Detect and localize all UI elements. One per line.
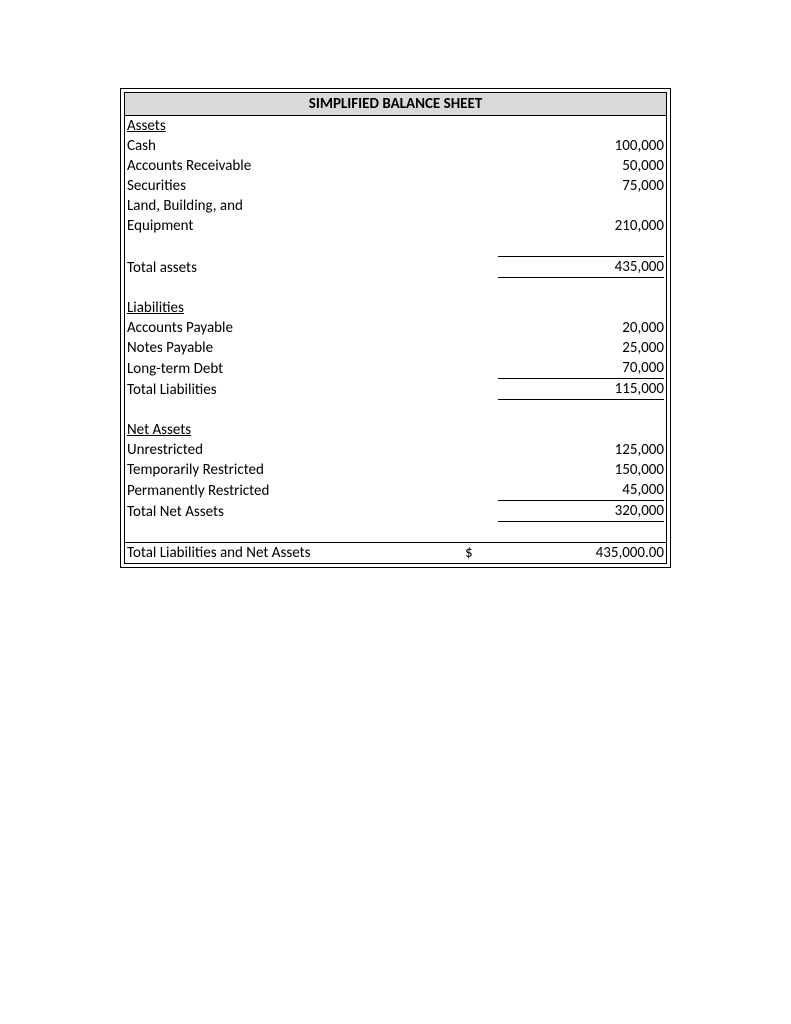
spacer xyxy=(125,400,666,420)
asset-row-securities: Securities 75,000 xyxy=(125,176,666,196)
liability-row-ltd: Long-term Debt 70,000 xyxy=(125,358,666,379)
asset-value: 75,000 xyxy=(495,176,666,196)
sheet-content: Assets Cash 100,000 Accounts Receivable … xyxy=(125,116,666,563)
netasset-value: 150,000 xyxy=(495,460,666,480)
asset-row-land2: Equipment 210,000 xyxy=(125,216,666,236)
liabilities-header-row: Liabilities xyxy=(125,298,666,318)
liability-value: 70,000 xyxy=(498,358,664,379)
netassets-header-row: Net Assets xyxy=(125,420,666,440)
liability-value: 25,000 xyxy=(495,338,666,358)
assets-header: Assets xyxy=(125,116,465,136)
balance-sheet-inner: SIMPLIFIED BALANCE SHEET Assets Cash 100… xyxy=(124,92,667,564)
asset-value: 210,000 xyxy=(495,216,666,236)
sheet-title: SIMPLIFIED BALANCE SHEET xyxy=(125,93,666,116)
assets-total-row: Total assets 435,000 xyxy=(125,256,666,278)
asset-label: Land, Building, and xyxy=(125,196,465,216)
assets-total-label: Total assets xyxy=(125,258,465,278)
assets-total-value: 435,000 xyxy=(498,256,664,278)
liability-value: 20,000 xyxy=(495,318,666,338)
liability-row-ap: Accounts Payable 20,000 xyxy=(125,318,666,338)
grand-total-row: Total Liabilities and Net Assets $ 435,0… xyxy=(125,542,666,563)
liability-row-np: Notes Payable 25,000 xyxy=(125,338,666,358)
netassets-total-label: Total Net Assets xyxy=(125,502,465,522)
assets-header-row: Assets xyxy=(125,116,666,136)
netasset-row-unr: Unrestricted 125,000 xyxy=(125,440,666,460)
asset-label: Cash xyxy=(125,136,465,156)
asset-label: Accounts Receivable xyxy=(125,156,465,176)
grand-total-currency: $ xyxy=(465,542,495,563)
spacer xyxy=(125,522,666,542)
liabilities-header: Liabilities xyxy=(125,298,465,318)
netasset-value: 125,000 xyxy=(495,440,666,460)
asset-value: 100,000 xyxy=(495,136,666,156)
asset-label: Equipment xyxy=(125,216,465,236)
netasset-label: Permanently Restricted xyxy=(125,481,465,501)
liabilities-total-row: Total Liabilities 115,000 xyxy=(125,379,666,400)
netassets-total-row: Total Net Assets 320,000 xyxy=(125,501,666,522)
asset-label: Securities xyxy=(125,176,465,196)
asset-row-ar: Accounts Receivable 50,000 xyxy=(125,156,666,176)
asset-value: 50,000 xyxy=(495,156,666,176)
netasset-row-perm: Permanently Restricted 45,000 xyxy=(125,480,666,501)
spacer xyxy=(125,236,666,256)
grand-total-value: 435,000.00 xyxy=(495,542,666,563)
spacer xyxy=(125,278,666,298)
liabilities-total-value: 115,000 xyxy=(498,379,664,400)
netassets-header: Net Assets xyxy=(125,420,465,440)
asset-row-cash: Cash 100,000 xyxy=(125,136,666,156)
netassets-total-value: 320,000 xyxy=(498,501,664,522)
liability-label: Notes Payable xyxy=(125,338,465,358)
netasset-label: Unrestricted xyxy=(125,440,465,460)
netasset-label: Temporarily Restricted xyxy=(125,460,465,480)
balance-sheet-container: SIMPLIFIED BALANCE SHEET Assets Cash 100… xyxy=(120,88,671,568)
liability-label: Long-term Debt xyxy=(125,359,465,379)
asset-row-land1: Land, Building, and xyxy=(125,196,666,216)
netasset-value: 45,000 xyxy=(498,480,664,501)
netasset-row-temp: Temporarily Restricted 150,000 xyxy=(125,460,666,480)
grand-total-label: Total Liabilities and Net Assets xyxy=(125,542,465,563)
liability-label: Accounts Payable xyxy=(125,318,465,338)
liabilities-total-label: Total Liabilities xyxy=(125,380,465,400)
